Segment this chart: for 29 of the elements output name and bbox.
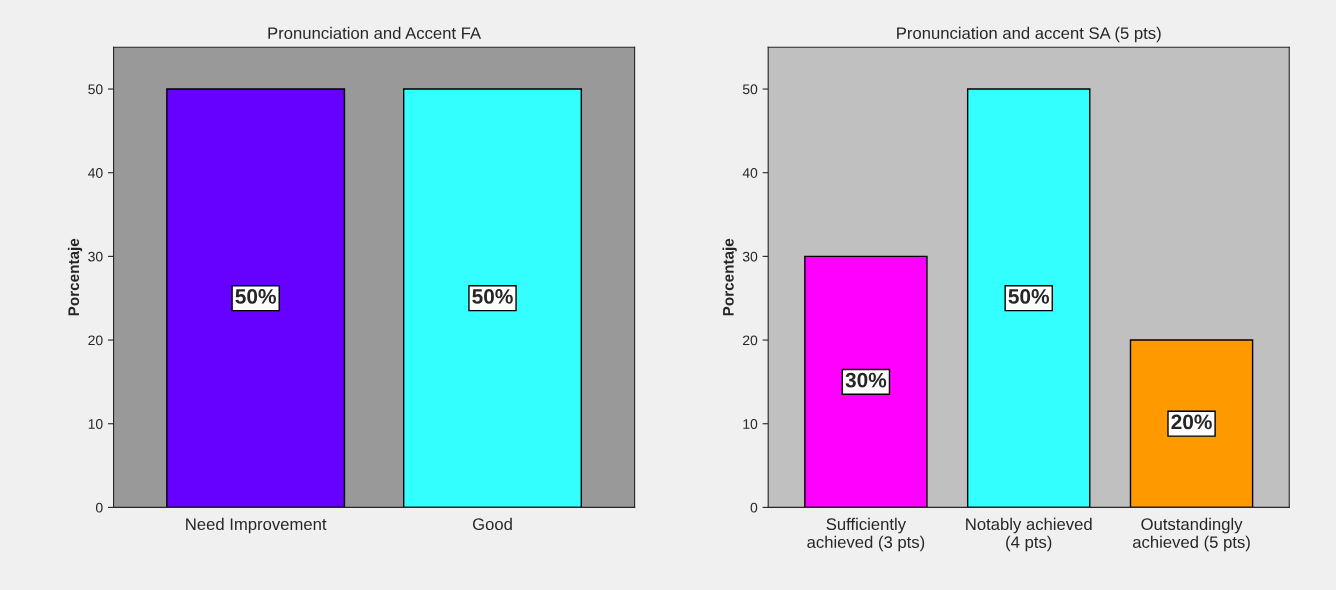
x-tick-label: Need Improvement — [186, 517, 327, 534]
y-axis-title: Porcentaje — [67, 238, 83, 316]
data-label: 50% — [1008, 289, 1050, 304]
y-tick-label: 30 — [742, 251, 758, 262]
x-tick-label: Outstandingly achieved (5 pts) — [1132, 517, 1250, 552]
data-label: 30% — [845, 372, 887, 388]
y-tick-label: 10 — [88, 419, 103, 429]
data-label: 50% — [235, 289, 276, 304]
chart-title: Pronunciation and Accent FA — [268, 26, 482, 40]
y-tick-label: 50 — [88, 84, 103, 95]
x-tick-label: Sufficiently achieved (3 pts) — [807, 517, 925, 552]
x-tick-label: Good — [472, 517, 512, 531]
y-tick-label: 0 — [750, 502, 758, 513]
y-tick-label: 40 — [88, 168, 103, 178]
data-label: 20% — [1171, 414, 1212, 430]
y-tick-label: 20 — [88, 335, 103, 346]
y-axis-title: Porcentaje — [722, 238, 737, 316]
y-tick-label: 0 — [95, 502, 103, 513]
bar — [804, 255, 928, 508]
x-tick-label: Notably achieved (4 pts) — [966, 517, 1092, 552]
bar — [966, 88, 1091, 508]
y-tick-label: 50 — [742, 84, 758, 95]
y-tick-label: 30 — [88, 251, 103, 262]
bar — [1129, 339, 1254, 508]
y-tick-label: 20 — [743, 335, 758, 346]
y-tick-label: 10 — [743, 419, 758, 429]
data-label: 50% — [472, 289, 513, 304]
y-tick-label: 40 — [742, 168, 758, 178]
chart-title: Pronunciation and accent SA (5 pts) — [897, 26, 1161, 43]
